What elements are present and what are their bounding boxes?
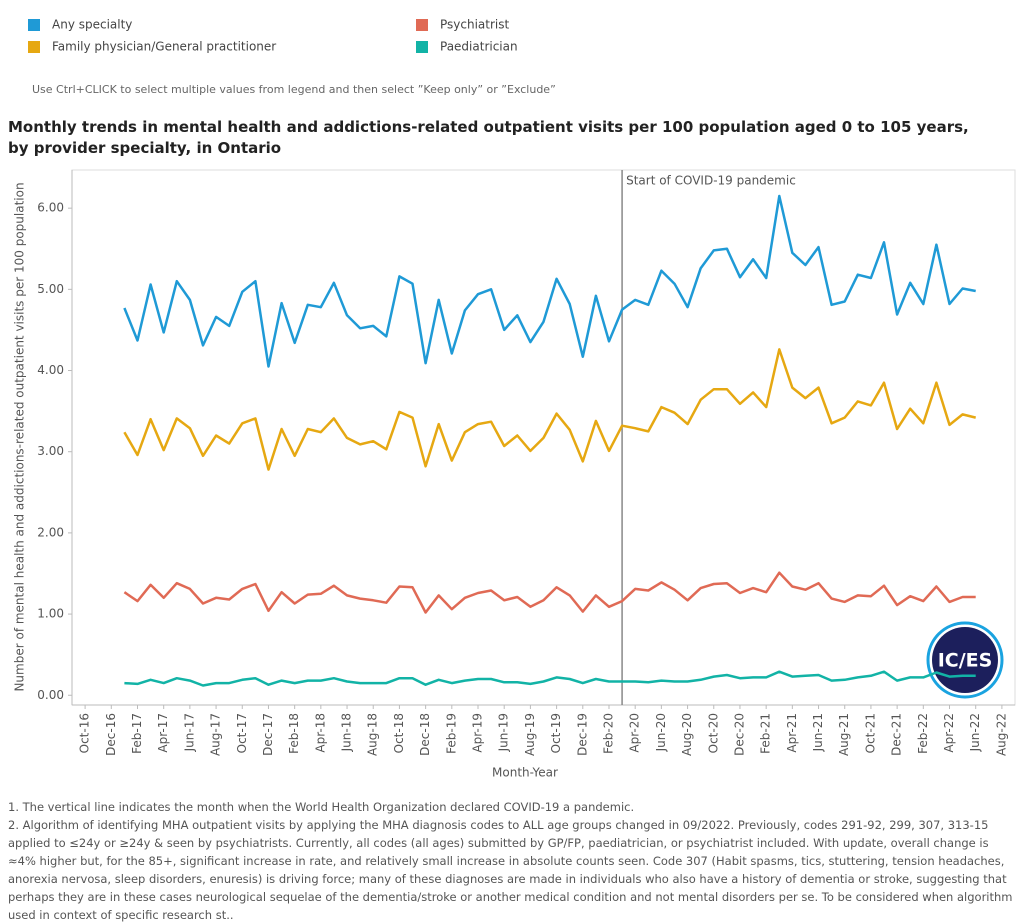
x-tick-label: Jun-19	[497, 713, 511, 752]
legend-swatch	[28, 41, 40, 53]
legend-hint: Use Ctrl+CLICK to select multiple values…	[32, 83, 556, 96]
legend-swatch	[416, 41, 428, 53]
x-tick-label: Oct-21	[863, 713, 877, 753]
x-tick-label: Dec-18	[418, 713, 432, 756]
x-tick-label: Aug-21	[837, 713, 851, 756]
y-tick-label: 3.00	[37, 444, 64, 458]
x-tick-label: Feb-22	[916, 713, 930, 754]
y-tick-label: 0.00	[37, 688, 64, 702]
chart-title: Monthly trends in mental health and addi…	[8, 118, 969, 157]
x-tick-label: Apr-22	[942, 713, 956, 753]
series-line	[123, 194, 976, 368]
x-tick-label: Aug-19	[523, 713, 537, 756]
y-tick-label: 2.00	[37, 525, 64, 539]
note: 1. The vertical line indicates the month…	[8, 800, 635, 814]
x-tick-label: Dec-16	[104, 713, 118, 756]
x-tick-label: Dec-21	[890, 713, 904, 756]
series-line	[123, 348, 976, 471]
x-tick-label: Jun-20	[654, 713, 668, 752]
chart: Use Ctrl+CLICK to select multiple values…	[8, 18, 1016, 780]
x-tick-label: Oct-16	[78, 713, 92, 753]
legend-label: Paediatrician	[440, 40, 518, 54]
x-tick-label: Apr-18	[313, 713, 327, 753]
logo: IC/ES	[926, 621, 1004, 699]
legend-swatch	[28, 19, 40, 31]
x-tick-label: Jun-18	[340, 713, 354, 752]
logo-text: IC/ES	[938, 650, 993, 672]
x-tick-label: Feb-20	[601, 713, 615, 754]
logo-ring	[926, 621, 1004, 699]
legend-item[interactable]: Paediatrician	[416, 40, 518, 54]
legend-item[interactable]: Any specialty	[28, 18, 132, 32]
legend-swatch	[416, 19, 428, 31]
x-tick-label: Dec-20	[732, 713, 746, 756]
x-tick-label: Oct-19	[549, 713, 563, 753]
x-tick-label: Jun-17	[182, 713, 196, 752]
y-tick-label: 5.00	[37, 282, 64, 296]
annotation-text: Start of COVID-19 pandemic	[626, 174, 796, 188]
x-tick-label: Aug-17	[209, 713, 223, 756]
legend-item[interactable]: Psychiatrist	[416, 18, 509, 32]
legend-label: Any specialty	[52, 18, 132, 32]
x-tick-label: Feb-17	[130, 713, 144, 754]
x-tick-label: Feb-18	[287, 713, 301, 754]
x-tick-label: Apr-21	[785, 713, 799, 753]
x-tick-label: Apr-20	[628, 713, 642, 753]
note: 2. Algorithm of identifying MHA outpatie…	[8, 818, 1013, 922]
x-tick-label: Aug-20	[680, 713, 694, 756]
series-line	[123, 571, 976, 614]
legend-item[interactable]: Family physician/General practitioner	[28, 40, 276, 54]
x-axis-title: Month-Year	[492, 766, 558, 780]
legend-label: Psychiatrist	[440, 18, 509, 32]
x-tick-label: Apr-19	[471, 713, 485, 753]
y-tick-label: 1.00	[37, 607, 64, 621]
y-axis-title: Number of mental health and addictions-r…	[13, 182, 27, 691]
x-tick-label: Aug-18	[366, 713, 380, 756]
x-tick-label: Oct-18	[392, 713, 406, 753]
x-tick-label: Feb-19	[444, 713, 458, 754]
x-tick-label: Apr-17	[156, 713, 170, 753]
series-line	[124, 670, 976, 687]
x-tick-label: Dec-19	[575, 713, 589, 756]
notes: 1. The vertical line indicates the month…	[8, 798, 1020, 924]
x-tick-label: Oct-20	[706, 713, 720, 753]
x-tick-label: Jun-21	[811, 713, 825, 752]
y-tick-label: 6.00	[37, 201, 64, 215]
x-tick-label: Dec-17	[261, 713, 275, 756]
x-tick-label: Oct-17	[235, 713, 249, 753]
y-tick-label: 4.00	[37, 363, 64, 377]
x-tick-label: Feb-21	[759, 713, 773, 754]
legend-label: Family physician/General practitioner	[52, 40, 276, 54]
x-tick-label: Aug-22	[994, 713, 1008, 756]
x-tick-label: Jun-22	[968, 713, 982, 752]
